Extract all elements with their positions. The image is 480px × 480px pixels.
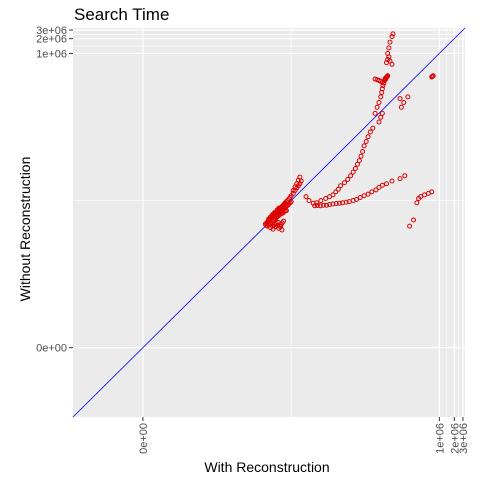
data-point (287, 200, 293, 206)
data-point (343, 199, 349, 205)
data-point (335, 186, 341, 192)
data-point (389, 61, 395, 67)
data-point (330, 201, 336, 207)
data-point (379, 86, 385, 92)
data-point (282, 201, 288, 207)
data-point (357, 195, 363, 201)
data-point (314, 203, 320, 209)
data-point (383, 181, 389, 187)
data-point (288, 199, 294, 205)
y-tick-label: 2e+06 (36, 34, 67, 46)
data-point (358, 153, 364, 159)
data-point (336, 200, 342, 206)
chart-title: Search Time (74, 5, 169, 24)
data-point (376, 184, 382, 190)
data-point (397, 96, 403, 102)
data-point (338, 183, 344, 189)
data-point (320, 202, 326, 208)
data-point (379, 79, 385, 85)
data-point (389, 34, 395, 40)
data-point (318, 198, 324, 204)
data-point (397, 176, 403, 182)
data-point (369, 189, 375, 195)
x-tick-label: 2e+06 (449, 423, 461, 454)
data-point (345, 176, 351, 182)
data-point (411, 217, 417, 223)
data-point (306, 198, 312, 204)
y-tick-label: 1e+06 (36, 48, 67, 60)
data-point (353, 196, 359, 202)
data-point (281, 218, 287, 224)
data-point (405, 94, 411, 100)
x-tick-label: 3e+06 (458, 423, 470, 454)
data-point (317, 203, 323, 209)
data-point (367, 129, 373, 135)
data-point (365, 191, 371, 197)
data-point (363, 138, 369, 144)
data-points (262, 31, 436, 233)
data-point (390, 31, 396, 37)
data-point (350, 169, 356, 175)
data-point (370, 125, 376, 131)
data-point (323, 195, 329, 201)
data-point (402, 173, 408, 179)
data-point (376, 99, 382, 105)
data-point (407, 223, 413, 229)
y-axis-title: Without Reconstruction (17, 157, 33, 302)
y-tick-label: 0e+00 (36, 343, 67, 355)
data-point (372, 110, 378, 116)
data-point (333, 200, 339, 206)
data-point (430, 73, 436, 79)
data-point (283, 208, 289, 214)
x-tick-label: 1e+06 (434, 423, 446, 454)
minor-gridlines (73, 28, 465, 417)
data-point (312, 203, 318, 209)
data-point (376, 119, 382, 125)
data-point (378, 94, 384, 100)
data-point (387, 39, 393, 45)
data-point (361, 143, 367, 149)
data-point (356, 158, 362, 164)
data-point (386, 45, 392, 51)
data-point (352, 165, 358, 171)
data-point (365, 134, 371, 140)
data-point (303, 194, 309, 200)
data-point (324, 202, 330, 208)
data-point (429, 189, 435, 195)
data-point (330, 192, 336, 198)
data-point (379, 110, 385, 116)
data-point (374, 104, 380, 110)
data-point (389, 178, 395, 184)
data-point (297, 174, 303, 180)
x-axis-title: With Reconstruction (204, 459, 329, 475)
data-point (361, 193, 367, 199)
data-point (341, 180, 347, 186)
data-point (379, 182, 385, 188)
x-tick-label: 0e+00 (138, 423, 150, 454)
data-point (333, 189, 339, 195)
data-point (279, 227, 285, 233)
data-point (360, 148, 366, 154)
data-point (385, 73, 391, 79)
data-point (327, 201, 333, 207)
data-point (373, 187, 379, 193)
data-point (401, 99, 407, 105)
data-point (281, 202, 287, 208)
major-gridlines (73, 28, 465, 417)
data-point (414, 200, 420, 206)
data-point (276, 205, 282, 211)
data-point (348, 173, 354, 179)
y-tick-label: 3e+06 (36, 25, 67, 37)
data-point (398, 104, 404, 110)
